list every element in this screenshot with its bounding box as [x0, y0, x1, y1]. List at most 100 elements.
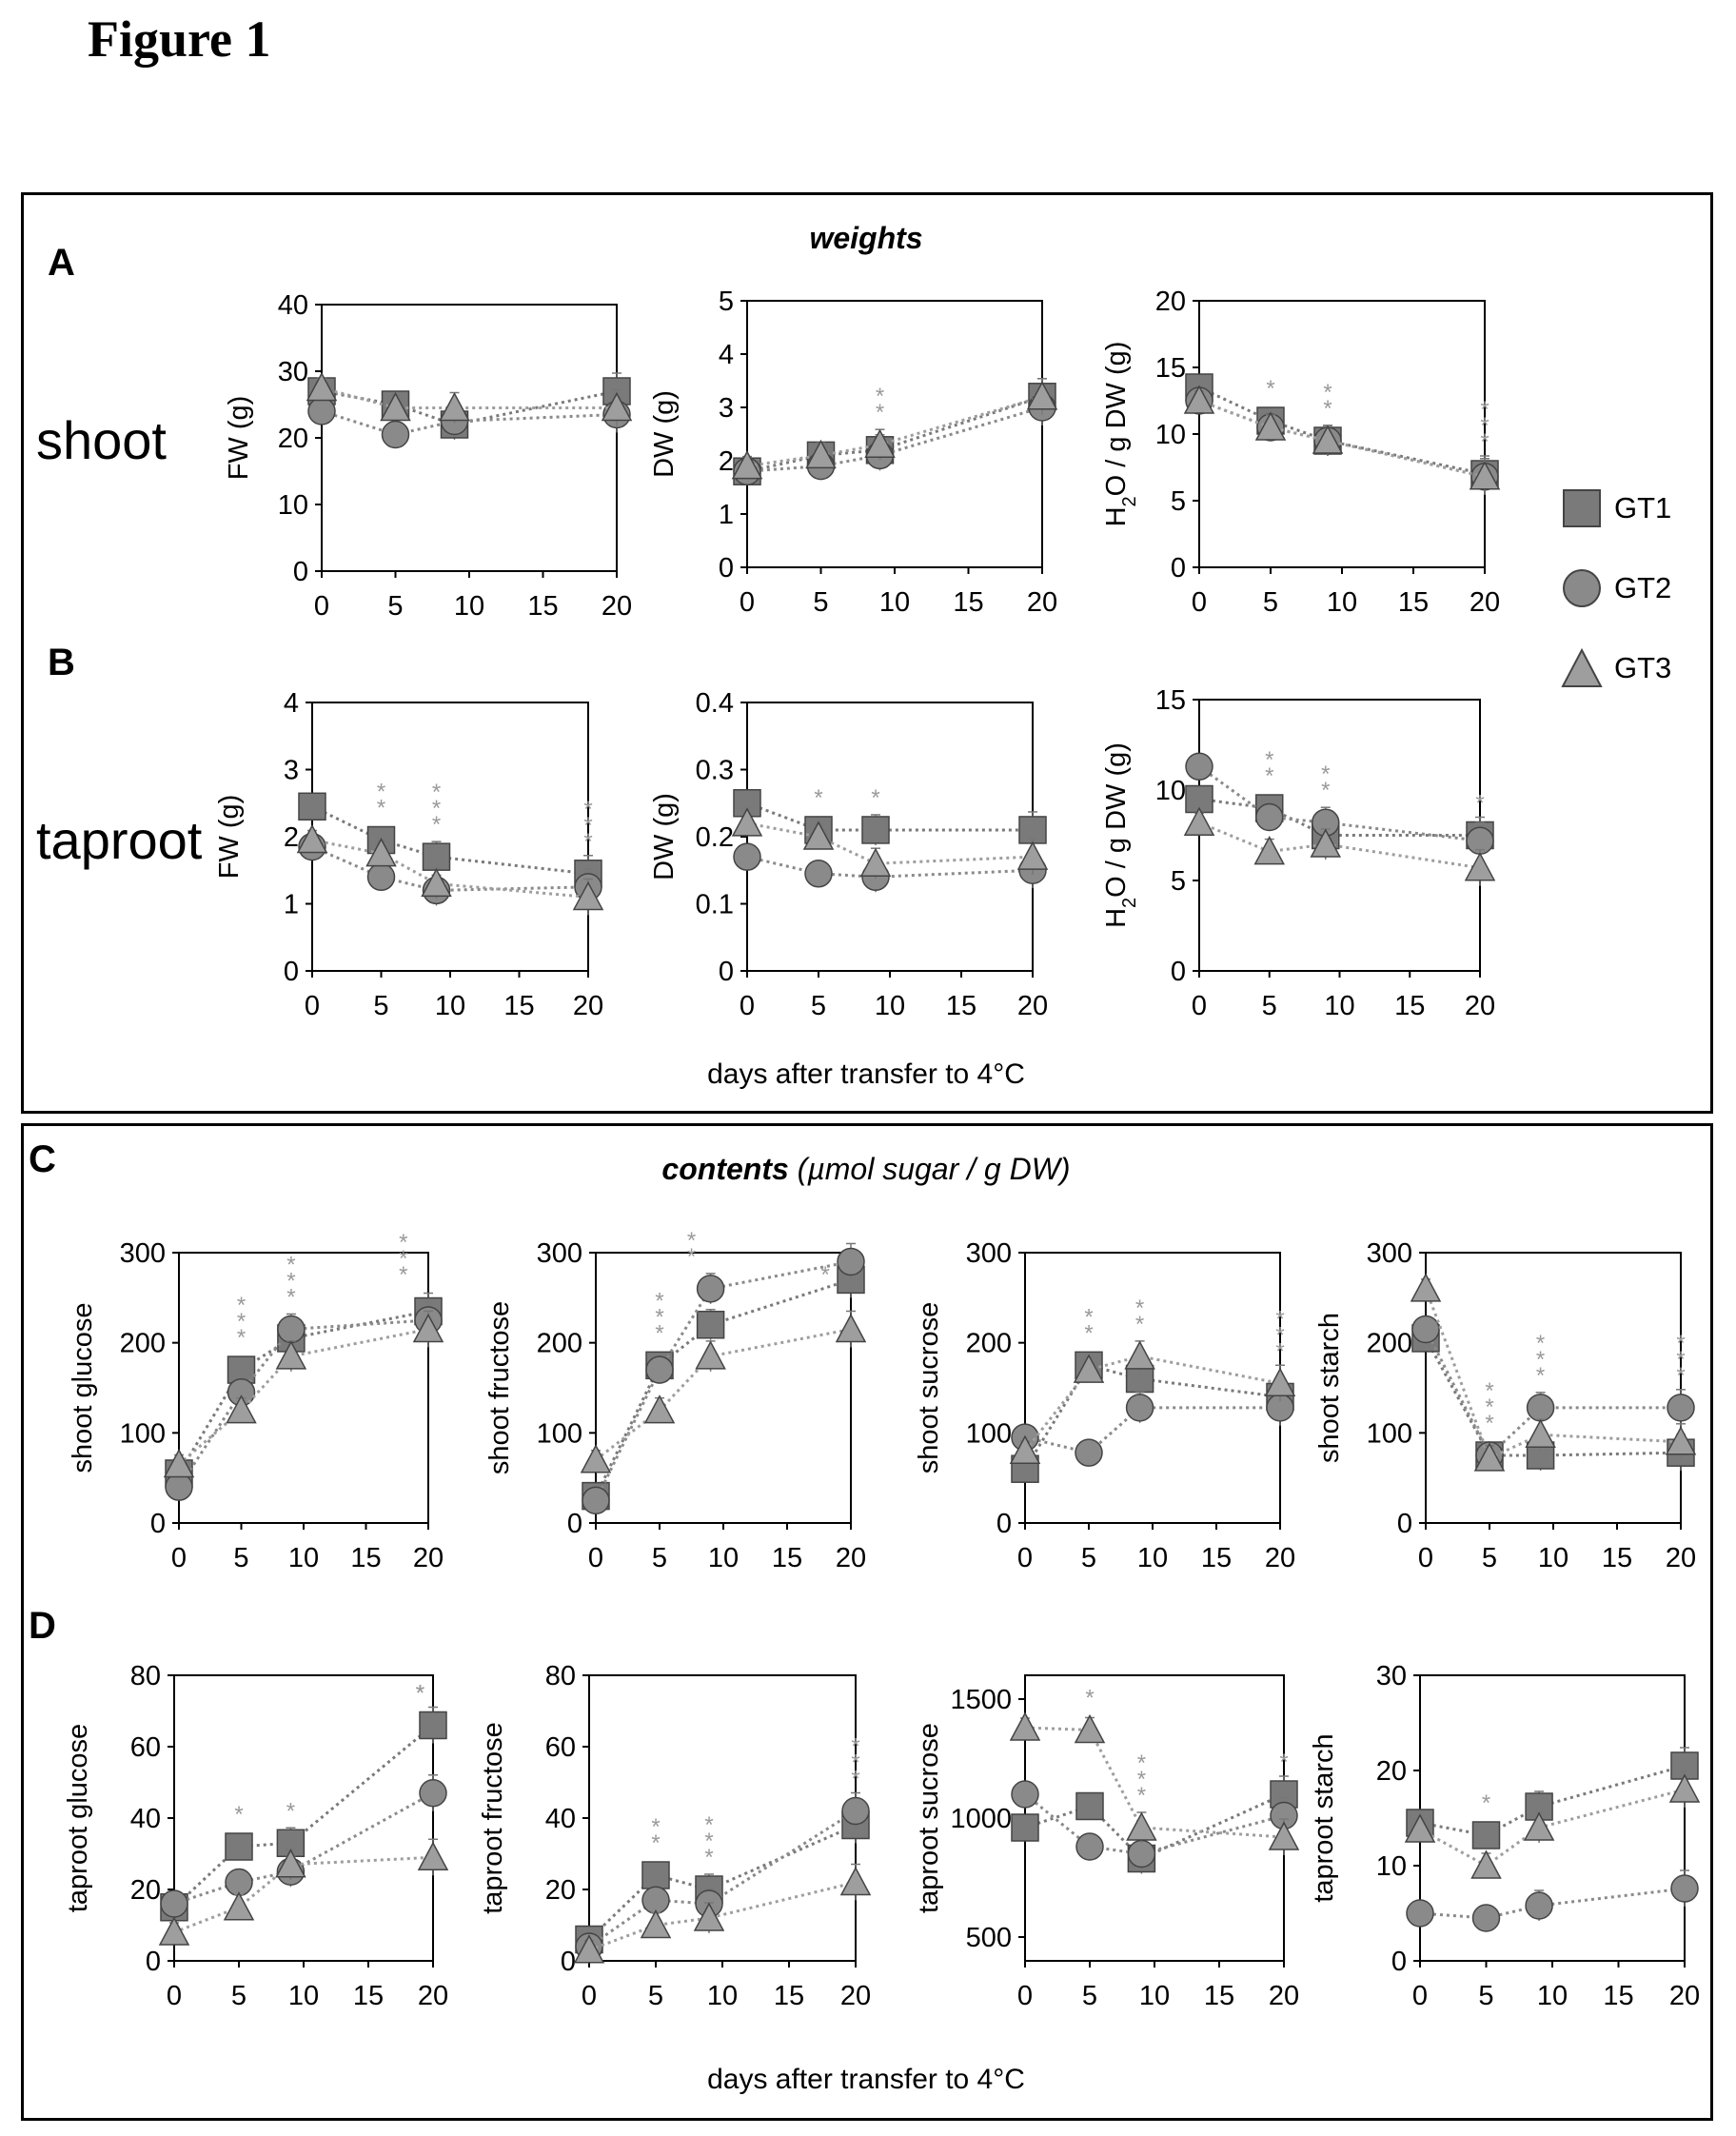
y-tick-label: 10 — [1376, 1851, 1407, 1882]
y-axis-label: H2O / g DW (g) — [1101, 742, 1140, 928]
data-point-gt3 — [1126, 1811, 1157, 1841]
x-tick-label: 0 — [740, 991, 755, 1021]
x-tick-label: 5 — [387, 591, 403, 622]
significance-stars: * * * — [583, 797, 592, 855]
x-tick-label: 10 — [454, 591, 484, 622]
significance-stars: * * — [876, 384, 884, 425]
y-tick-label: 0 — [293, 557, 308, 587]
y-tick-label: 3 — [719, 393, 734, 424]
data-point-gt3 — [1183, 385, 1215, 414]
series-line-gt3 — [1024, 1726, 1285, 1839]
y-tick-label: 0 — [1171, 957, 1186, 987]
data-point-gt1 — [1471, 1821, 1501, 1849]
y-tick-label: 200 — [966, 1329, 1012, 1359]
significance-stars: * * * — [1676, 1331, 1685, 1389]
significance-stars: * * * — [1275, 1306, 1284, 1364]
data-point-gt1 — [419, 1711, 447, 1740]
series-line-gt1 — [1024, 1792, 1285, 1861]
y-tick-label: 20 — [1155, 287, 1186, 317]
legend-square-icon — [1563, 489, 1601, 527]
legend-circle-icon — [1563, 569, 1601, 607]
y-tick-label: 0 — [561, 1947, 576, 1977]
data-point-gt1 — [1185, 784, 1213, 814]
x-tick-label: 20 — [1470, 587, 1500, 618]
data-point-gt2 — [1411, 1315, 1440, 1344]
series-line-gt3 — [1419, 1788, 1686, 1868]
y-tick-label: 5 — [719, 287, 734, 317]
data-point-gt3 — [1026, 381, 1058, 410]
data-point-gt2 — [165, 1473, 193, 1501]
series-line-gt2 — [311, 845, 589, 892]
y-tick-label: 2 — [719, 446, 734, 477]
series-line-gt3 — [1023, 1355, 1281, 1453]
y-tick-label: 0 — [284, 957, 299, 987]
data-point-gt1 — [641, 1861, 670, 1889]
series-line-gt1 — [321, 389, 618, 426]
x-tick-label: 10 — [879, 587, 910, 618]
y-tick-label: 100 — [1367, 1418, 1412, 1449]
panel-letter-a: A — [48, 242, 75, 284]
x-tick-label: 10 — [288, 1543, 319, 1573]
y-tick-label: 40 — [278, 290, 308, 321]
series-line-gt2 — [1419, 1887, 1686, 1920]
significance-stars: * — [234, 1802, 243, 1828]
x-tick-label: 5 — [231, 1981, 247, 2011]
significance-stars: * * — [377, 780, 385, 821]
legend-label-gt3: GT3 — [1614, 651, 1672, 684]
y-axis-label: shoot fructose — [484, 1301, 515, 1474]
weights-panel — [21, 192, 1713, 1114]
x-tick-label: 5 — [1482, 1543, 1497, 1573]
series-line-gt3 — [746, 395, 1043, 468]
data-point-gt3 — [1525, 1418, 1556, 1448]
y-tick-label: 0 — [1171, 553, 1186, 583]
y-tick-label: 0 — [1391, 1947, 1407, 1977]
y-tick-label: 300 — [966, 1238, 1012, 1269]
data-point-gt3 — [805, 439, 837, 469]
data-point-gt1 — [696, 1310, 725, 1339]
data-point-gt2 — [841, 1796, 870, 1826]
y-axis-label: taproot fructose — [478, 1722, 508, 1914]
data-point-gt3 — [1410, 1273, 1442, 1302]
data-point-gt3 — [1268, 1821, 1300, 1850]
x-tick-label: 5 — [648, 1981, 663, 2011]
series-line-gt3 — [321, 386, 617, 409]
significance-stars: * * — [1135, 1295, 1144, 1337]
y-tick-label: 4 — [719, 340, 734, 370]
x-tick-label: 15 — [1398, 587, 1429, 618]
x-tick-label: 15 — [527, 591, 558, 622]
significance-stars: * * — [651, 1814, 660, 1856]
y-tick-label: 30 — [1376, 1661, 1407, 1691]
y-tick-label: 20 — [278, 424, 308, 454]
y-tick-label: 100 — [537, 1418, 582, 1449]
x-tick-label: 15 — [1603, 1981, 1633, 2011]
data-point-gt3 — [693, 1902, 725, 1931]
significance-stars: * * * — [1536, 1331, 1545, 1389]
data-point-gt3 — [573, 1934, 605, 1964]
significance-stars: * * * — [1480, 397, 1489, 455]
y-axis-label: shoot glucose — [68, 1303, 98, 1473]
x-tick-label: 0 — [740, 587, 755, 618]
y-tick-label: 2 — [284, 822, 299, 853]
data-point-gt3 — [1254, 411, 1287, 441]
significance-stars: * * — [1323, 380, 1332, 422]
y-axis-label: FW (g) — [224, 396, 254, 481]
legend-item-gt2: GT2 — [1561, 567, 1671, 609]
y-tick-label: 10 — [278, 490, 308, 521]
y-axis-label: FW (g) — [214, 795, 245, 880]
chart-D-starch: 0 10 20 30 0 5 10 15 20 taproot starch * — [1309, 1661, 1701, 2011]
chart-C-glucose: 0 100 200 300 0 5 10 15 20 shoot glucose * * * * * * * * * — [68, 1230, 444, 1573]
x-tick-label: 15 — [772, 1543, 802, 1573]
y-tick-label: 100 — [966, 1418, 1012, 1449]
x-tick-label: 0 — [305, 991, 320, 1021]
plot-frame — [321, 304, 618, 572]
y-tick-label: 10 — [1155, 776, 1186, 806]
plot-frame — [311, 702, 589, 972]
data-point-gt3 — [296, 823, 328, 854]
y-tick-label: 5 — [1171, 486, 1186, 517]
data-point-gt3 — [1464, 852, 1496, 881]
y-tick-label: 60 — [545, 1732, 576, 1763]
x-tick-label: 0 — [171, 1543, 187, 1573]
x-tick-label: 20 — [573, 991, 603, 1021]
contents-title-rest: (µmol sugar / g DW) — [788, 1152, 1071, 1186]
